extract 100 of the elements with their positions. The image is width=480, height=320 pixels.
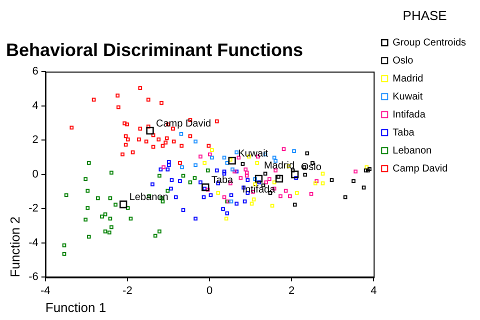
point — [270, 204, 274, 208]
annotation: Kuwait — [238, 148, 268, 160]
point — [128, 216, 133, 221]
point — [181, 174, 186, 178]
legend-label: Oslo — [392, 55, 414, 66]
point — [86, 206, 90, 210]
point — [214, 119, 219, 124]
point — [130, 150, 135, 154]
point — [120, 152, 124, 156]
legend-label: Madrid — [392, 73, 424, 84]
annotation: Madrid — [264, 160, 295, 172]
point — [62, 252, 66, 256]
point — [294, 176, 298, 180]
point — [151, 133, 156, 138]
y-tick-label: 6 — [32, 66, 38, 78]
point — [84, 177, 88, 181]
point — [206, 168, 210, 172]
point — [137, 138, 141, 142]
point — [108, 196, 112, 200]
y-tick-label: 2 — [32, 134, 38, 146]
point — [254, 174, 263, 183]
point — [194, 140, 198, 144]
point — [354, 170, 358, 174]
point — [114, 202, 118, 207]
point — [202, 183, 210, 192]
point — [224, 216, 228, 221]
point — [208, 193, 213, 198]
point — [292, 202, 297, 207]
point — [151, 144, 156, 149]
point — [192, 176, 197, 180]
point — [122, 121, 126, 126]
legend-label: Kuwait — [392, 91, 423, 102]
point — [210, 148, 214, 152]
point — [110, 170, 114, 175]
point — [222, 170, 226, 174]
point — [309, 192, 314, 196]
point — [198, 180, 202, 184]
chart-title: Behavioral Discriminant Functions — [6, 40, 304, 60]
point — [150, 182, 154, 186]
point — [294, 190, 299, 195]
point — [208, 152, 212, 156]
point — [292, 149, 296, 154]
point — [158, 168, 163, 172]
legend-label: Group Centroids — [392, 37, 466, 48]
point — [272, 180, 276, 184]
point — [158, 174, 162, 178]
point — [263, 172, 268, 176]
point — [206, 144, 211, 148]
point — [180, 144, 184, 148]
point — [252, 198, 256, 202]
point — [158, 230, 162, 234]
point — [250, 202, 254, 206]
point — [86, 188, 90, 193]
point — [84, 218, 88, 222]
legend-label: Camp David — [392, 163, 448, 174]
x-tick-label: 4 — [370, 284, 377, 297]
legend-label: Lebanon — [392, 145, 432, 156]
point — [108, 216, 112, 221]
point — [206, 188, 210, 192]
point — [178, 179, 182, 183]
point — [174, 195, 178, 200]
point — [120, 200, 128, 208]
point — [320, 172, 325, 176]
point — [198, 154, 202, 158]
legend-title: PHASE — [402, 8, 448, 24]
point — [146, 98, 150, 102]
point — [282, 147, 286, 151]
x-tick-label: 0 — [206, 284, 213, 297]
point — [169, 186, 173, 191]
point — [160, 101, 164, 105]
point — [144, 140, 148, 144]
point — [313, 181, 318, 186]
point — [146, 124, 150, 129]
point — [242, 200, 247, 204]
point — [278, 194, 282, 198]
point — [96, 196, 100, 200]
point — [225, 161, 230, 165]
point — [255, 161, 260, 165]
point — [244, 170, 249, 175]
point — [188, 180, 192, 184]
point — [202, 161, 206, 165]
x-axis-title: Function 1 — [45, 300, 106, 315]
point — [126, 138, 130, 142]
point — [288, 194, 292, 198]
point — [210, 156, 214, 160]
point — [70, 126, 74, 130]
point — [162, 165, 166, 170]
x-tick-label: -4 — [40, 284, 50, 297]
point — [166, 188, 170, 193]
point — [100, 214, 104, 218]
point — [320, 181, 325, 186]
point — [234, 202, 238, 206]
point — [194, 216, 198, 221]
point — [284, 188, 288, 193]
point — [267, 177, 272, 181]
point — [314, 179, 319, 183]
legend-label: Taba — [392, 127, 415, 138]
y-tick-label: 4 — [32, 100, 38, 112]
point — [362, 186, 366, 190]
point — [86, 234, 91, 239]
